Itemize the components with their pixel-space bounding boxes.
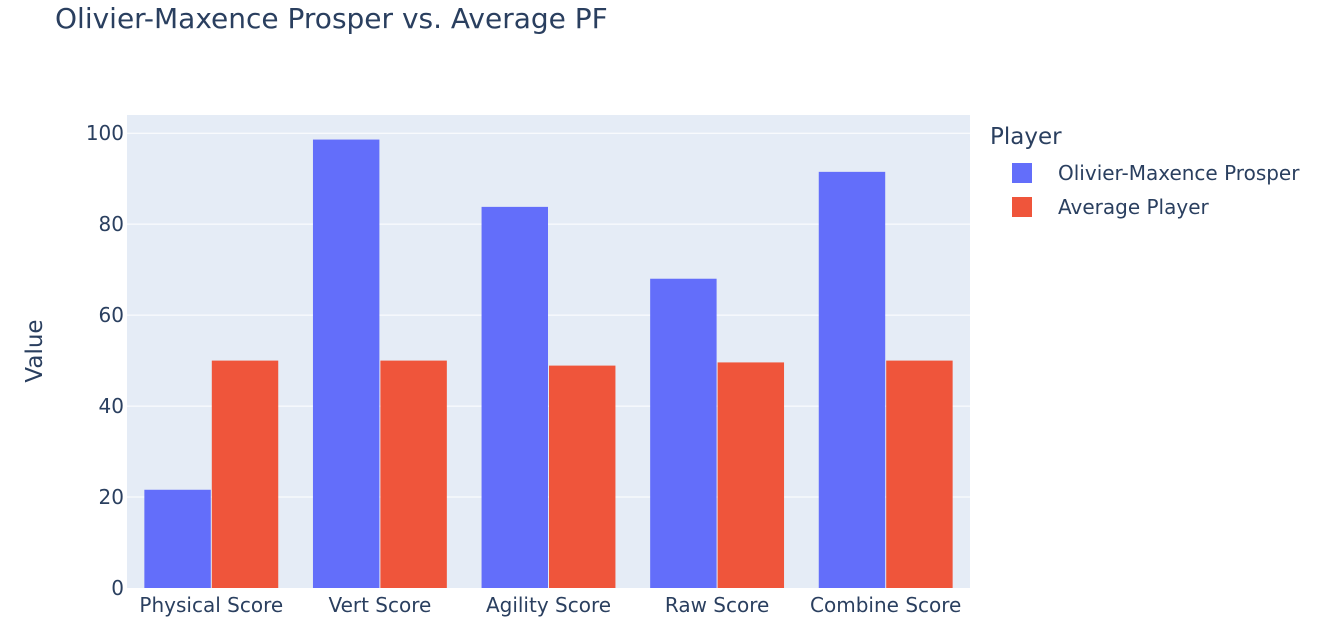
y-tick-label: 40	[99, 394, 124, 418]
x-tick-label: Agility Score	[486, 593, 611, 617]
legend-swatch-prosper	[1012, 163, 1032, 183]
x-tick-label: Vert Score	[328, 593, 431, 617]
x-tick-label: Combine Score	[810, 593, 961, 617]
legend-swatch-average	[1012, 197, 1032, 217]
x-tick-labels: Physical Score Vert Score Agility Score Raw…	[139, 593, 961, 617]
x-tick-label: Physical Score	[139, 593, 283, 617]
legend-label-average: Average Player	[1058, 195, 1209, 219]
legend[interactable]: Player Olivier-Maxence Prosper Average P…	[990, 124, 1299, 224]
y-tick-label: 60	[99, 303, 124, 327]
bar-average-raw-score[interactable]	[717, 362, 785, 588]
bar-average-agility-score[interactable]	[549, 365, 616, 588]
bar-average-combine-score[interactable]	[886, 360, 953, 588]
y-tick-label: 80	[99, 212, 124, 236]
bar-average-physical-score[interactable]	[211, 360, 279, 588]
bars	[144, 139, 953, 589]
chart-title: Olivier-Maxence Prosper vs. Average PF	[55, 2, 608, 35]
bar-prosper-agility-score[interactable]	[481, 206, 548, 588]
x-tick-label: Raw Score	[665, 593, 769, 617]
y-tick-label: 100	[86, 121, 124, 145]
bar-average-vert-score[interactable]	[380, 360, 447, 588]
legend-title: Player	[990, 124, 1062, 150]
bar-prosper-vert-score[interactable]	[312, 139, 380, 588]
legend-item-average[interactable]: Average Player	[990, 190, 1299, 224]
y-tick-labels: 0 20 40 60 80 100	[86, 121, 124, 600]
y-tick-label: 20	[99, 485, 124, 509]
bar-prosper-physical-score[interactable]	[144, 489, 211, 588]
legend-item-prosper[interactable]: Olivier-Maxence Prosper	[990, 156, 1299, 190]
y-tick-label: 0	[111, 576, 124, 600]
bar-prosper-combine-score[interactable]	[818, 171, 886, 589]
legend-label-prosper: Olivier-Maxence Prosper	[1058, 161, 1300, 185]
bar-prosper-raw-score[interactable]	[650, 278, 717, 588]
y-axis-label: Value	[22, 319, 48, 382]
